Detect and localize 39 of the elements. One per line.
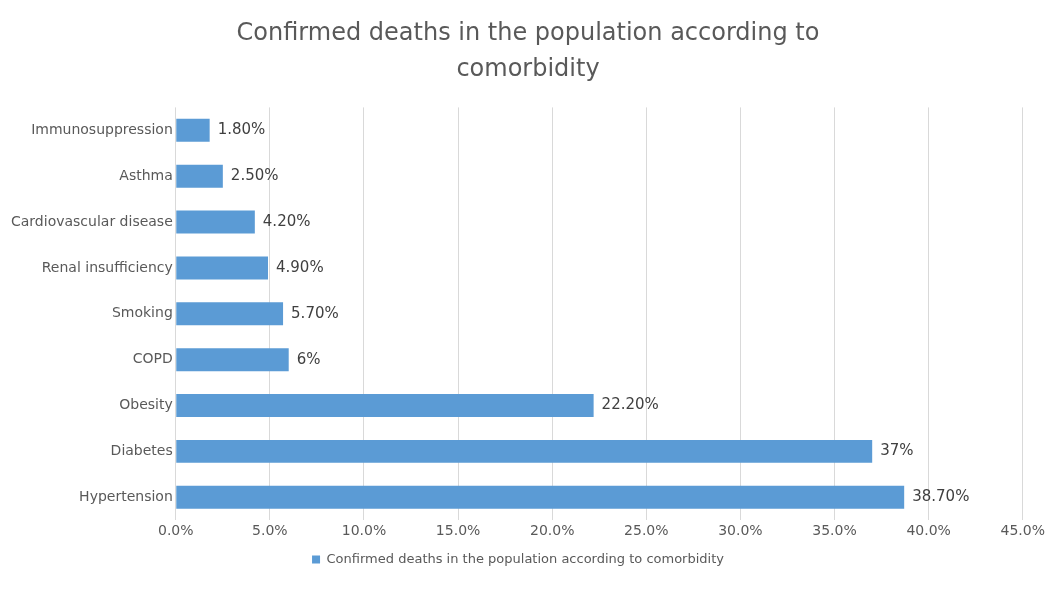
data-label: 22.20% [601,395,659,414]
bar [176,348,289,372]
data-label: 37% [880,441,914,460]
x-tick-label: 25.0% [624,522,669,539]
y-tick-label: Hypertension [79,487,173,504]
bar [176,210,255,234]
y-tick-label: Diabetes [110,442,173,459]
x-tick-label: 35.0% [812,522,857,539]
x-tick-label: 15.0% [435,522,481,539]
y-tick-label: Smoking [111,304,173,321]
bar [176,485,905,509]
data-label: 1.80% [217,120,266,139]
chart-title: Confirmed deaths in the population according to comorbidity [235,17,821,84]
y-tick-label: Cardiovascular disease [11,212,173,229]
data-label: 4.20% [262,211,311,230]
bar [176,394,594,417]
x-tick-label: 0.0% [157,522,194,539]
x-tick-label: 40.0% [906,522,951,539]
y-tick-label: Asthma [119,166,173,183]
bar [176,256,269,280]
x-tick-label: 45.0% [1000,522,1045,539]
data-label: 4.90% [276,257,324,276]
data-label: 5.70% [291,303,339,322]
x-tick-label: 5.0% [252,522,288,539]
data-label: 2.50% [230,166,279,185]
x-tick-label: 30.0% [718,522,763,539]
x-tick-label: 10.0% [341,522,387,539]
data-label: 6% [296,349,321,368]
y-tick-label: Renal insufficiency [41,258,173,275]
y-tick-label: Immunosuppression [31,120,173,137]
bar [176,118,210,142]
bar [176,164,223,188]
y-tick-label: Obesity [119,396,173,413]
y-tick-label: COPD [132,350,173,367]
legend-label: Confirmed deaths in the population according to comorbidity [326,550,725,566]
bar [176,439,873,463]
bar [176,302,284,326]
data-label: 38.70% [912,487,970,506]
x-tick-label: 20.0% [529,522,575,539]
